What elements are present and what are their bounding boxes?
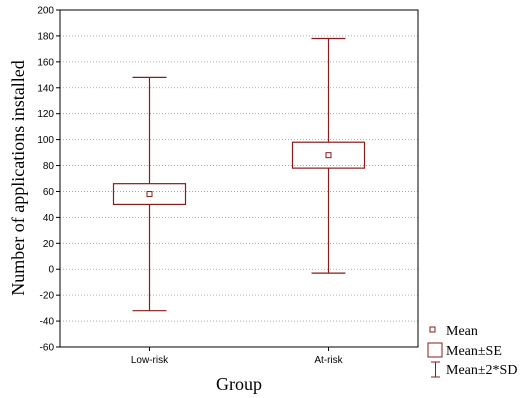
se-box bbox=[112, 183, 187, 206]
x-axis-title: Group bbox=[216, 374, 262, 394]
y-tick-label: 80 bbox=[43, 161, 55, 172]
y-axis-ticks: -60 -40 -20 0 20 40 60 80 100 120 140 160 180 200 bbox=[37, 6, 60, 354]
mean-marker bbox=[325, 152, 332, 159]
y-tick-label: 100 bbox=[37, 135, 54, 146]
legend-se-label: Mean±SE bbox=[446, 344, 502, 359]
y-tick-label: 140 bbox=[37, 83, 54, 94]
y-axis-title: Number of applications installed bbox=[8, 60, 28, 295]
x-tick-label: At-risk bbox=[314, 355, 343, 366]
y-tick-label: 60 bbox=[43, 187, 55, 198]
y-tick-label: 0 bbox=[48, 265, 54, 276]
gridlines bbox=[60, 35, 418, 322]
plot-frame bbox=[59, 9, 419, 348]
se-box bbox=[291, 141, 366, 169]
legend-se-marker bbox=[427, 342, 443, 358]
y-tick-label: 20 bbox=[43, 239, 55, 250]
legend-mean-label: Mean bbox=[446, 324, 478, 339]
mean-marker bbox=[146, 191, 153, 198]
x-tick-label: Low-risk bbox=[131, 355, 169, 366]
y-tick-label: -60 bbox=[40, 343, 55, 354]
y-tick-label: -40 bbox=[40, 317, 55, 328]
y-tick-label: 120 bbox=[37, 109, 54, 120]
y-tick-label: 200 bbox=[37, 6, 54, 17]
y-tick-label: 40 bbox=[43, 213, 55, 224]
y-tick-label: 180 bbox=[37, 31, 54, 42]
y-tick-label: 160 bbox=[37, 57, 54, 68]
x-axis-ticks: Low-risk At-risk bbox=[131, 347, 344, 366]
y-tick-label: -20 bbox=[40, 291, 55, 302]
legend-sd-label: Mean±2*SD bbox=[446, 363, 517, 378]
legend: Mean Mean±SE Mean±2*SD bbox=[427, 324, 517, 378]
box-series bbox=[112, 37, 366, 312]
legend-sd-marker bbox=[431, 361, 440, 378]
legend-mean-marker bbox=[429, 326, 436, 333]
